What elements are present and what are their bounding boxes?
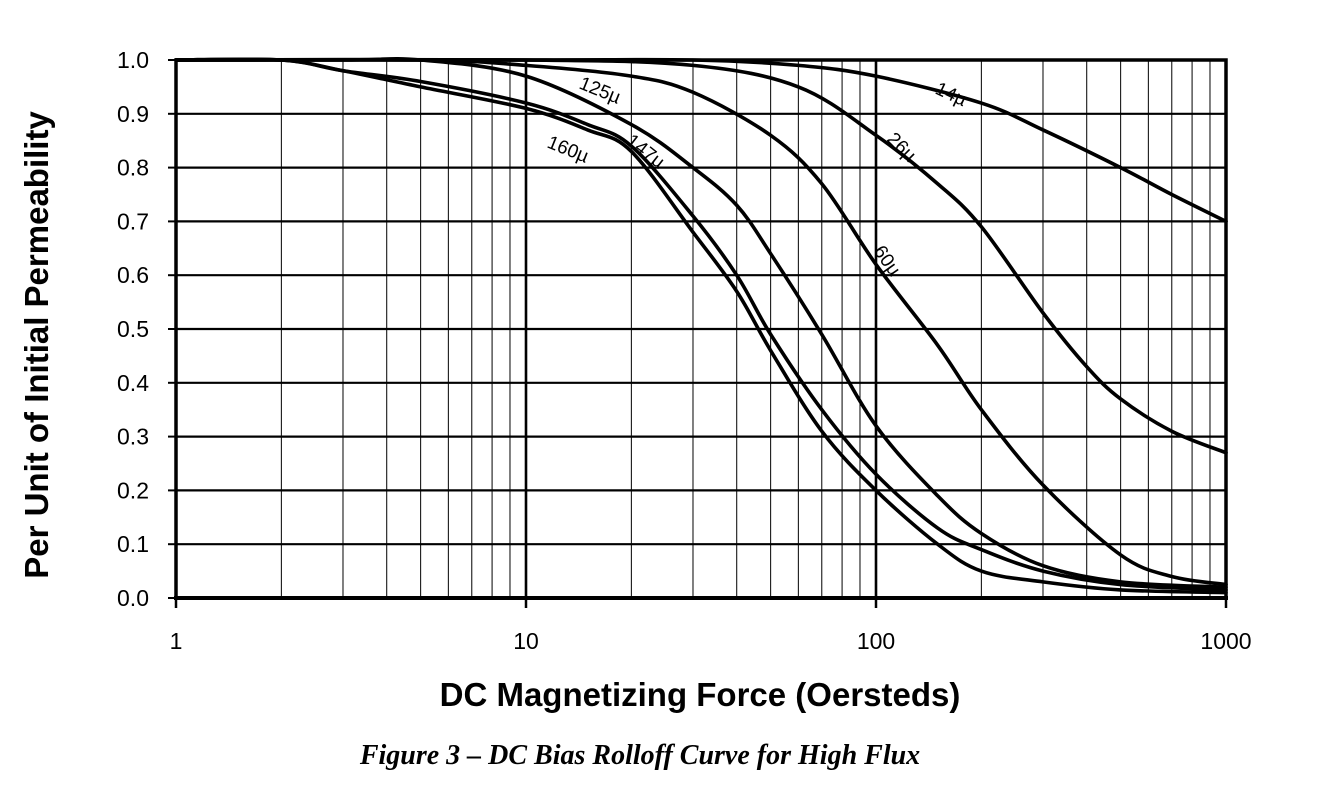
y-tick-label: 0.1 [117,531,149,557]
y-tick-label: 0.5 [117,316,149,342]
series-label: 14µ [932,78,970,111]
series-line [174,57,1228,224]
x-tick-label: 10 [513,628,539,654]
y-axis-title: Per Unit of Initial Permeability [18,111,55,579]
y-tick-label: 0.3 [117,424,149,450]
y-tick-label: 0.8 [117,155,149,181]
y-tick-label: 0.4 [117,370,149,396]
series-label: 26µ [882,129,920,167]
y-tick-label: 0.9 [117,101,149,127]
y-tick-label: 0.6 [117,262,149,288]
axis-layer: 0.0 0.1 0.2 0.3 0.4 0.5 0.6 0.7 0.8 0.9 1.0 1 10 100 1… [117,47,1252,654]
y-tick-label: 1.0 [117,47,149,73]
figure-caption: Figure 3 – DC Bias Rolloff Curve for Hig… [359,740,921,771]
series-line [174,57,1228,592]
y-tick-label: 0.7 [117,208,149,234]
y-tick-label: 0.0 [117,585,149,611]
series-line [174,57,1228,587]
series-line [174,57,1228,595]
x-tick-label: 1 [170,628,183,654]
series-label: 160µ [544,132,591,167]
x-tick-label: 100 [857,628,895,654]
x-tick-label: 1000 [1200,628,1251,654]
series-label: 125µ [576,73,623,108]
y-tick-label: 0.2 [117,477,149,503]
x-axis-title: DC Magnetizing Force (Oersteds) [440,676,961,713]
series-line [174,57,1228,455]
